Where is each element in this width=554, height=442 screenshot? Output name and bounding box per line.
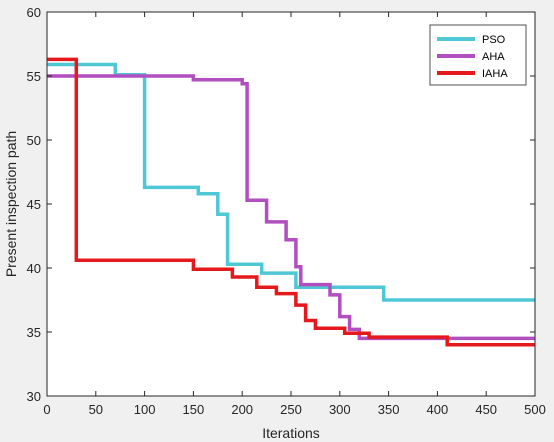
y-axis-ticks: 30 35 40 45 50 55 60 bbox=[27, 5, 535, 404]
x-tick-label: 300 bbox=[329, 402, 351, 417]
x-axis-ticks: 0 50 100 150 200 250 300 350 400 450 500 bbox=[43, 12, 546, 417]
y-tick-label: 45 bbox=[27, 197, 41, 212]
series-line-aha bbox=[47, 74, 535, 341]
x-tick-label: 400 bbox=[427, 402, 449, 417]
legend-label-aha: AHA bbox=[482, 51, 505, 63]
x-tick-label: 250 bbox=[280, 402, 302, 417]
y-tick-label: 60 bbox=[27, 5, 41, 20]
x-tick-label: 500 bbox=[524, 402, 546, 417]
y-axis-label: Present inspection path bbox=[3, 131, 19, 277]
legend: PSO AHA IAHA bbox=[429, 24, 527, 86]
x-tick-label: 150 bbox=[183, 402, 205, 417]
series-line-iaha bbox=[47, 57, 535, 347]
x-tick-label: 100 bbox=[134, 402, 156, 417]
legend-label-pso: PSO bbox=[482, 34, 506, 46]
x-tick-label: 0 bbox=[43, 402, 50, 417]
y-tick-label: 40 bbox=[27, 261, 41, 276]
x-tick-label: 50 bbox=[89, 402, 103, 417]
plot-frame bbox=[46, 11, 536, 397]
y-tick-label: 30 bbox=[27, 389, 41, 404]
x-tick-label: 200 bbox=[231, 402, 253, 417]
x-axis-label: Iterations bbox=[262, 425, 320, 441]
x-tick-label: 350 bbox=[378, 402, 400, 417]
series-layer bbox=[47, 57, 535, 347]
y-tick-label: 35 bbox=[27, 325, 41, 340]
x-tick-label: 450 bbox=[475, 402, 497, 417]
y-tick-label: 55 bbox=[27, 69, 41, 84]
y-tick-label: 50 bbox=[27, 133, 41, 148]
legend-label-iaha: IAHA bbox=[482, 68, 508, 80]
